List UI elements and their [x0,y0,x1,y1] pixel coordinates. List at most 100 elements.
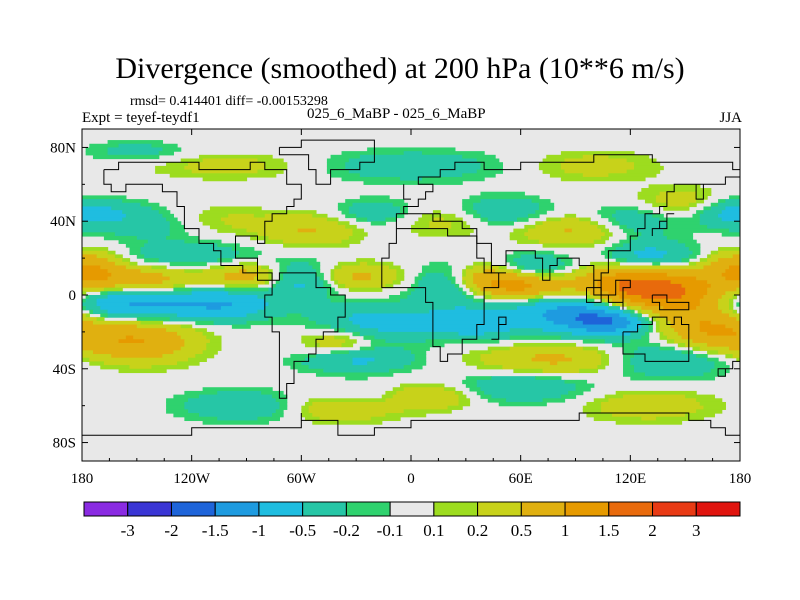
contour-cell [82,342,185,348]
contour-cell [363,335,376,340]
contour-cell [652,317,657,322]
contour-cell [337,283,346,289]
contour-cell [652,213,664,219]
contour-cell [509,261,518,267]
contour-cell [107,147,164,152]
contour-cell [575,317,613,322]
contour-cell [348,169,478,174]
contour-cell [462,173,496,178]
contour-cell [623,243,686,248]
contour-cell [703,265,730,270]
contour-cell [487,346,511,351]
contour-cell [443,387,456,392]
contour-cell [202,210,317,215]
contour-cell [246,228,299,233]
contour-cell [374,335,511,340]
contour-cell [414,280,419,285]
contour-cell [140,269,185,274]
contour-cell [308,405,449,410]
contour-cell [564,272,588,278]
contour-cell [707,342,740,348]
contour-cell [626,302,646,307]
contour-cell [633,165,664,171]
contour-cell [612,250,635,256]
contour-cell [304,416,321,422]
contour-cell [403,409,452,414]
contour-cell [297,368,324,374]
contour-cell [385,398,460,403]
contour-cell [696,306,719,311]
contour-cell [648,320,653,326]
colorbar-swatch [83,501,129,517]
contour-cell [718,199,726,204]
contour-cell [107,313,178,318]
contour-cell [549,173,584,178]
contour-cell [531,357,573,362]
contour-cell [644,372,705,377]
contour-cell [633,250,668,256]
contour-cell [666,235,694,241]
contour-cell [202,221,226,226]
contour-cell [707,331,737,337]
contour-cell [575,287,602,292]
contour-cell [542,169,566,174]
contour-cell [82,291,87,296]
contour-cell [198,154,273,160]
contour-cell [191,169,259,174]
contour-cell [96,302,131,307]
contour-cell [177,331,204,337]
contour-cell [100,365,131,370]
contour-cell [579,368,599,374]
contour-cell [546,154,584,160]
contour-cell [352,276,372,281]
contour-cell [692,250,701,256]
contour-cell [502,365,599,370]
map-axes: 180 120W 60W 0 60E 120E 180 80N 40N 0 40S 80S [50,129,751,487]
contour-cell [718,247,740,252]
contour-cell [82,217,123,222]
contour-cell [82,302,98,307]
contour-cell [604,339,631,344]
contour-cell [140,250,240,256]
contour-cell [82,213,127,219]
contour-cell [367,261,394,267]
contour-cell [352,228,365,233]
contour-cell [421,151,485,156]
contour-cell [389,265,401,270]
contour-cell [586,328,617,333]
contour-cell [85,313,90,318]
contour-cell [491,280,525,285]
contour-cell [418,217,434,222]
contour-cell [641,324,650,329]
contour-cell [370,339,387,344]
contour-cell [612,413,686,418]
contour-cell [162,354,196,359]
contour-cell [546,317,577,322]
contour-cell [100,306,207,311]
contour-cell [458,287,463,292]
contour-cell [699,324,726,329]
contour-cell [202,158,259,163]
contour-cell [103,235,138,241]
contour-cell [718,302,730,307]
contour-cell [334,335,350,340]
contour-cell [626,306,631,311]
contour-cell [231,224,346,230]
contour-cell [89,361,105,366]
contour-cell [283,239,343,244]
contour-cell [644,331,650,337]
contour-cell [180,346,207,351]
contour-cell [264,298,332,303]
map-plot-area [81,128,741,462]
contour-cell [304,357,354,362]
contour-cell [670,280,708,285]
contour-cell [209,206,262,211]
contour-cell [184,405,280,410]
contour-cell [356,213,397,219]
contour-cell [107,295,259,300]
contour-cell [633,365,716,370]
contour-cell [82,350,94,355]
contour-cell [392,202,408,208]
contour-cell [224,287,270,292]
contour-cell [495,269,514,274]
